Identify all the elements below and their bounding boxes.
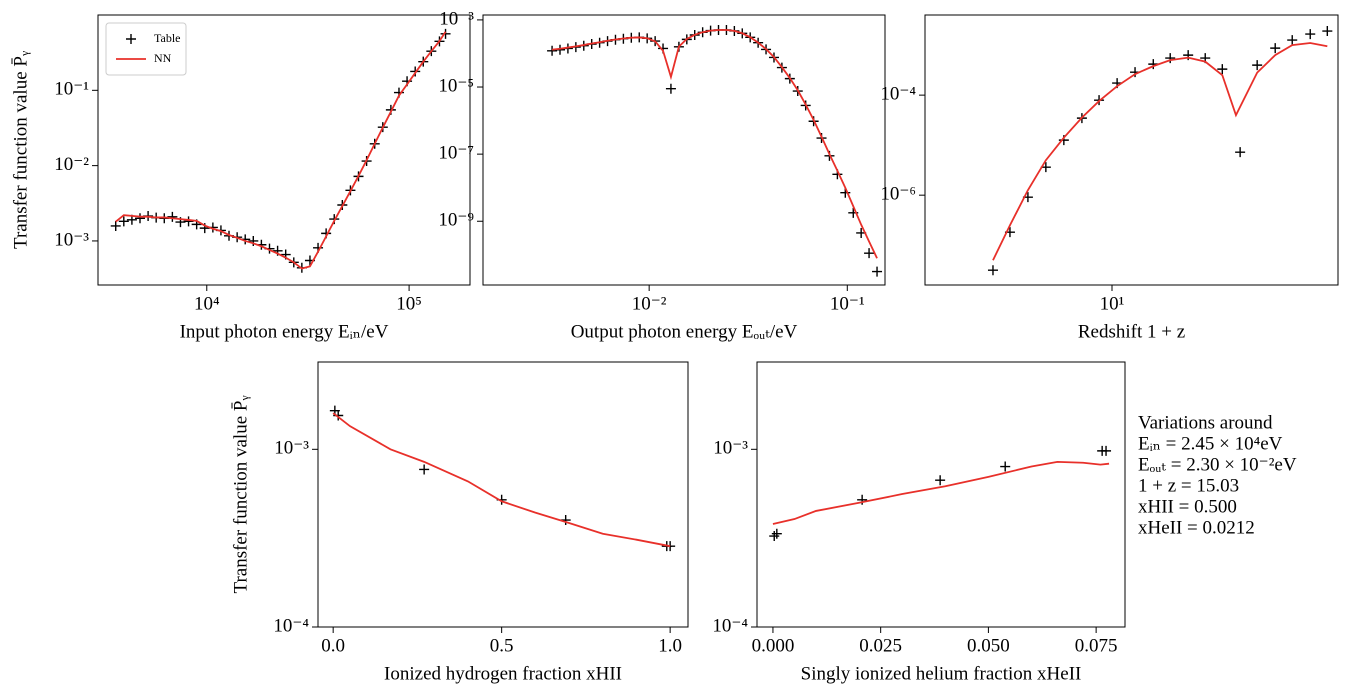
x-tick-label: 10⁴ (194, 293, 220, 314)
table-point (1252, 60, 1263, 71)
x-tick-label: 0.075 (1075, 635, 1118, 656)
y-tick-label: 10⁻⁴ (273, 615, 309, 636)
x-tick-label: 10⁻² (632, 293, 667, 314)
y-tick-label: 10⁻⁴ (880, 83, 916, 104)
legend-marker (126, 34, 136, 44)
x-tick-label: 1.0 (658, 635, 682, 656)
table-point (1287, 35, 1298, 46)
table-point (167, 211, 178, 222)
panel: 0.0 0.5 1.0 10⁻⁴ 10⁻³ Ionized hydrogen fracti… (230, 361, 689, 684)
x-axis-label: Input photon energy Eᵢₙ/eV (180, 321, 389, 342)
nn-line (772, 460, 1110, 525)
panel: 0.000 0.025 0.050 0.075 10⁻⁴ 10⁻³ Singly ioniz… (712, 361, 1126, 684)
annotation-line: xHII = 0.500 (1138, 496, 1237, 517)
x-tick-label: 0.5 (490, 635, 514, 656)
table-point (1165, 53, 1176, 64)
annotation-line: Eₒᵤₜ = 2.30 × 10⁻²eV (1138, 454, 1297, 475)
x-axis-label: Output photon energy Eₒᵤₜ/eV (571, 321, 798, 342)
axes-frame (482, 14, 886, 286)
legend-box (105, 22, 187, 76)
plot-area (547, 24, 883, 277)
table-point (935, 475, 946, 486)
table-point (1322, 26, 1333, 37)
y-tick-label: 10⁻³ (439, 8, 474, 29)
table-point (248, 235, 259, 246)
y-tick-label: 10⁻⁹ (438, 210, 474, 231)
annotation-line: xHeII = 0.0212 (1138, 517, 1255, 538)
y-tick-label: 10⁻⁷ (438, 142, 474, 163)
y-tick-label: 10⁻³ (713, 438, 748, 459)
plot-area (987, 26, 1333, 276)
axes-frame (924, 14, 1339, 286)
table-point (1305, 29, 1316, 40)
table-point (183, 216, 194, 227)
annotation-line: 1 + z = 15.03 (1138, 475, 1239, 496)
y-tick-label: 10⁻² (54, 154, 89, 175)
y-tick-label: 10⁻⁴ (712, 615, 748, 636)
plot-area (769, 445, 1112, 542)
nn-line (992, 42, 1328, 261)
nn-line (332, 412, 671, 548)
table-point (1101, 445, 1112, 456)
table-point (1217, 64, 1228, 75)
table-point (1270, 43, 1281, 54)
table-point (872, 266, 883, 277)
axes-frame (317, 361, 689, 628)
legend-label: Table (154, 31, 180, 45)
x-tick-label: 0.025 (859, 635, 902, 656)
x-tick-label: 10¹ (1100, 293, 1125, 314)
table-point (1235, 147, 1246, 158)
plot-area (329, 405, 676, 552)
table-point (665, 83, 676, 94)
table-point (771, 528, 782, 539)
legend: Table NN (105, 22, 187, 76)
table-point (134, 213, 145, 224)
y-tick-label: 10⁻³ (274, 438, 309, 459)
table-point (547, 45, 558, 56)
axes-frame (97, 14, 471, 286)
y-tick-label: 10⁻³ (54, 229, 89, 250)
y-tick-label: 10⁻⁶ (880, 184, 916, 205)
x-tick-label: 0.050 (967, 635, 1010, 656)
table-point (987, 265, 998, 276)
y-axis-label: Transfer function value P̄ᵧ (10, 51, 31, 249)
x-tick-label: 0.000 (752, 635, 795, 656)
table-point (118, 216, 129, 227)
annotation-line: Eᵢₙ = 2.45 × 10⁴eV (1138, 433, 1283, 454)
legend-label: NN (154, 51, 172, 65)
annotation-line: Variations around (1138, 412, 1273, 433)
x-tick-label: 0.0 (321, 635, 345, 656)
panel: 10⁴ 10⁵ 10⁻³ 10⁻² 10⁻¹ Input photon energy Eᵢ… (10, 14, 471, 342)
x-tick-label: 10⁻¹ (830, 293, 865, 314)
y-tick-label: 10⁻¹ (54, 79, 89, 100)
table-point (419, 464, 430, 475)
x-axis-label: Singly ionized helium fraction xHeII (801, 663, 1082, 684)
x-axis-label: Ionized hydrogen fraction xHII (384, 663, 622, 684)
y-tick-label: 10⁻⁵ (438, 75, 474, 96)
x-axis-label: Redshift 1 + z (1078, 321, 1185, 342)
table-point (440, 28, 451, 39)
nn-line (551, 29, 878, 259)
x-tick-label: 10⁵ (396, 293, 422, 314)
table-point (1000, 461, 1011, 472)
y-axis-label: Transfer function value P̄ᵧ (230, 396, 251, 594)
panel: 10¹ 10⁻⁶ 10⁻⁴ Redshift 1 + z (880, 14, 1339, 342)
plot-area (110, 28, 451, 273)
table-point (769, 531, 780, 542)
panel: 10⁻² 10⁻¹ 10⁻⁹ 10⁻⁷ 10⁻⁵ 10⁻³ Output photon en… (438, 8, 886, 342)
table-point (110, 220, 121, 231)
nn-line (115, 31, 447, 270)
table-point (864, 248, 875, 259)
axes-frame (756, 361, 1126, 628)
